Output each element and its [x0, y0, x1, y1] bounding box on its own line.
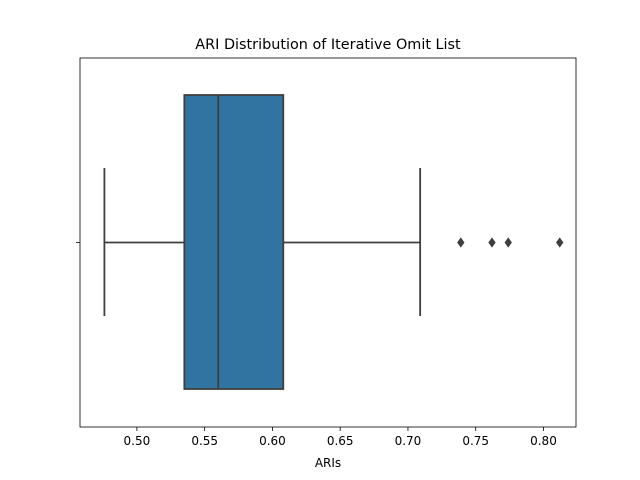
outlier-point: [556, 237, 564, 248]
x-tick-label: 0.75: [462, 434, 489, 448]
x-tick-label: 0.80: [530, 434, 557, 448]
interquartile-box: [183, 94, 285, 390]
x-tick-label: 0.65: [327, 434, 354, 448]
outlier-point: [457, 237, 465, 248]
x-tick-label: 0.60: [259, 434, 286, 448]
x-axis-label: ARIs: [315, 456, 341, 470]
x-axis: 0.50 0.55 0.60 0.65 0.70 0.75 0.80: [124, 427, 557, 448]
chart-title: ARI Distribution of Iterative Omit List: [195, 37, 461, 53]
outlier-point: [504, 237, 512, 248]
x-tick-label: 0.50: [124, 434, 151, 448]
x-tick-label: 0.70: [395, 434, 422, 448]
outlier-point: [488, 237, 496, 248]
x-tick-label: 0.55: [191, 434, 218, 448]
box-plot: [103, 94, 564, 390]
